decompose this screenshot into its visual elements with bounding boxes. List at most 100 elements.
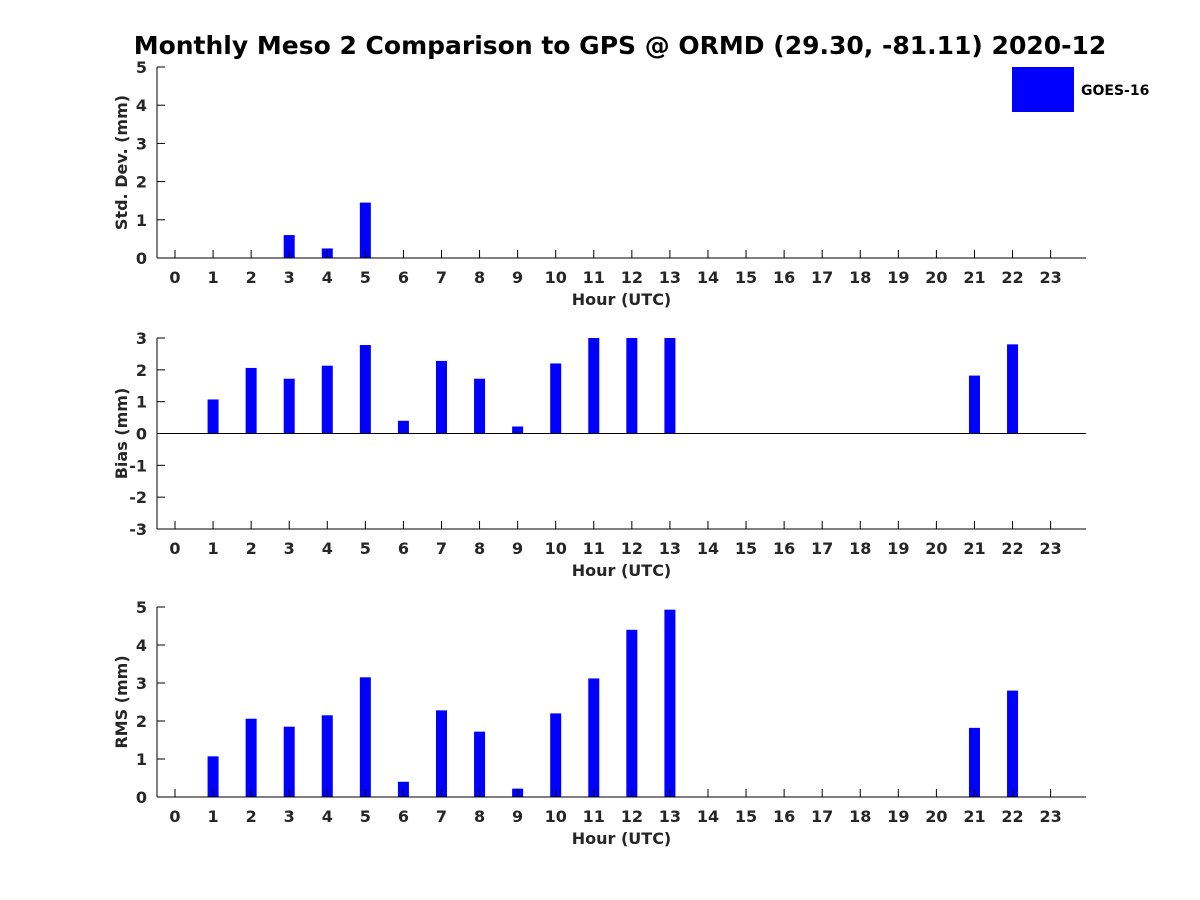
- y-tick-label: 2: [136, 712, 147, 731]
- x-tick-label: 7: [436, 268, 447, 287]
- x-tick-label: 8: [474, 268, 485, 287]
- x-tick-label: 5: [360, 807, 371, 826]
- y-tick-label: 5: [136, 58, 147, 77]
- bar-bias-hour-4: [321, 365, 333, 434]
- x-tick-label: 22: [1001, 539, 1023, 558]
- x-tick-label: 11: [583, 807, 605, 826]
- y-tick-label: 0: [136, 425, 147, 444]
- x-tick-label: 4: [322, 807, 333, 826]
- bar-rms-hour-8: [474, 731, 486, 797]
- x-tick-label: 13: [659, 807, 681, 826]
- bar-bias-hour-8: [474, 378, 486, 434]
- y-axis-label: Std. Dev. (mm): [112, 95, 131, 230]
- x-tick-label: 3: [284, 268, 295, 287]
- legend-label: GOES-16: [1081, 83, 1149, 99]
- bar-rms-hour-12: [626, 629, 638, 797]
- bar-bias-hour-22: [1007, 344, 1019, 434]
- x-tick-label: 15: [735, 268, 757, 287]
- bar-rms-hour-11: [588, 678, 600, 797]
- bar-rms-hour-4: [321, 715, 333, 797]
- x-tick-label: 9: [512, 268, 523, 287]
- x-tick-label: 18: [849, 268, 871, 287]
- x-tick-label: 15: [735, 807, 757, 826]
- x-tick-label: 12: [621, 807, 643, 826]
- y-tick-label: 3: [136, 134, 147, 153]
- bar-rms-hour-22: [1007, 690, 1019, 797]
- bar-bias-hour-2: [245, 367, 257, 434]
- x-tick-label: 2: [246, 268, 257, 287]
- x-tick-label: 0: [169, 268, 180, 287]
- x-tick-label: 16: [773, 807, 795, 826]
- bar-bias-hour-5: [359, 345, 371, 434]
- x-tick-label: 8: [474, 539, 485, 558]
- x-tick-label: 18: [849, 539, 871, 558]
- bar-bias-hour-1: [207, 399, 219, 434]
- x-tick-label: 22: [1001, 268, 1023, 287]
- x-tick-label: 1: [207, 807, 218, 826]
- y-tick-label: 4: [136, 636, 147, 655]
- bar-bias-hour-12: [626, 338, 638, 434]
- y-axis-label: Bias (mm): [112, 388, 131, 480]
- x-tick-label: 7: [436, 807, 447, 826]
- x-tick-label: 11: [583, 539, 605, 558]
- bar-std-dev-hour-3: [283, 235, 295, 258]
- y-tick-label: 5: [136, 598, 147, 617]
- bar-rms-hour-2: [245, 718, 257, 797]
- bar-bias-hour-9: [512, 426, 524, 434]
- y-tick-label: 0: [136, 249, 147, 268]
- x-tick-label: 18: [849, 807, 871, 826]
- bar-bias-hour-6: [397, 420, 409, 434]
- x-tick-label: 5: [360, 268, 371, 287]
- x-tick-label: 3: [284, 539, 295, 558]
- x-tick-label: 16: [773, 539, 795, 558]
- x-tick-label: 13: [659, 539, 681, 558]
- x-tick-label: 4: [322, 539, 333, 558]
- x-tick-label: 19: [887, 539, 909, 558]
- y-tick-label: 0: [136, 788, 147, 807]
- x-tick-label: 3: [284, 807, 295, 826]
- x-tick-label: 11: [583, 268, 605, 287]
- x-tick-label: 23: [1039, 807, 1061, 826]
- y-tick-label: -2: [129, 488, 147, 507]
- x-tick-label: 5: [360, 539, 371, 558]
- x-tick-label: 13: [659, 268, 681, 287]
- x-tick-label: 14: [697, 268, 719, 287]
- y-tick-label: -3: [129, 520, 147, 539]
- x-tick-label: 19: [887, 807, 909, 826]
- x-tick-label: 1: [207, 268, 218, 287]
- bar-rms-hour-13: [664, 609, 676, 797]
- x-tick-label: 20: [925, 539, 947, 558]
- x-tick-label: 22: [1001, 807, 1023, 826]
- bar-bias-hour-10: [550, 363, 562, 434]
- x-tick-label: 23: [1039, 268, 1061, 287]
- y-tick-label: 1: [136, 211, 147, 230]
- x-tick-label: 16: [773, 268, 795, 287]
- x-tick-label: 14: [697, 539, 719, 558]
- y-tick-label: 2: [136, 173, 147, 192]
- y-axis-label: RMS (mm): [112, 655, 131, 748]
- x-tick-label: 0: [169, 539, 180, 558]
- x-tick-label: 15: [735, 539, 757, 558]
- bar-bias-hour-13: [664, 338, 676, 434]
- y-tick-label: 2: [136, 361, 147, 380]
- x-axis-label: Hour (UTC): [572, 561, 672, 580]
- x-tick-label: 2: [246, 539, 257, 558]
- y-tick-label: 3: [136, 674, 147, 693]
- x-tick-label: 6: [398, 268, 409, 287]
- x-tick-label: 9: [512, 807, 523, 826]
- legend: GOES-16: [1012, 67, 1149, 112]
- bar-rms-hour-3: [283, 726, 295, 797]
- x-tick-label: 21: [963, 807, 985, 826]
- x-tick-label: 10: [545, 539, 567, 558]
- x-tick-label: 17: [811, 807, 833, 826]
- chart-title: Monthly Meso 2 Comparison to GPS @ ORMD …: [134, 31, 1107, 60]
- bar-rms-hour-5: [359, 677, 371, 797]
- y-tick-label: 4: [136, 96, 147, 115]
- x-tick-label: 23: [1039, 539, 1061, 558]
- x-tick-label: 6: [398, 539, 409, 558]
- x-tick-label: 9: [512, 539, 523, 558]
- x-axis-label: Hour (UTC): [572, 290, 672, 309]
